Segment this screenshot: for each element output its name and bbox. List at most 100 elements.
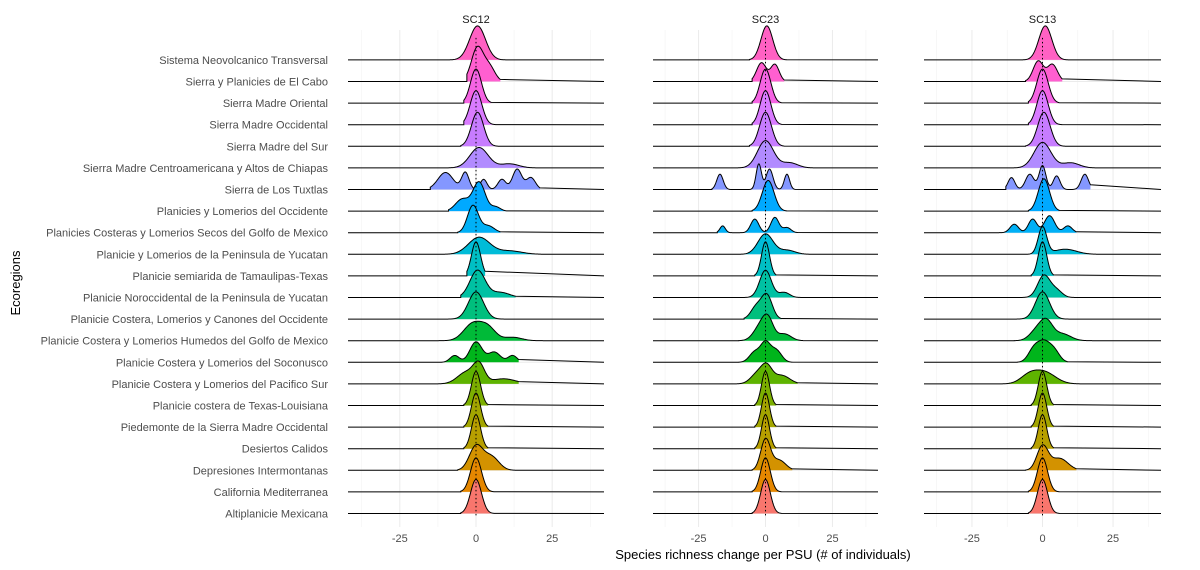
ecoregion-label: Altiplanicie Mexicana <box>225 509 329 521</box>
density-outline <box>653 62 879 82</box>
density-outline <box>348 478 605 514</box>
ecoregion-label: Planicie costera de Texas-Louisiana <box>153 401 329 413</box>
density-outline <box>348 45 605 82</box>
density-outline <box>924 215 1162 234</box>
x-tick-label: 0 <box>1039 533 1045 545</box>
density-ridge <box>752 180 787 212</box>
density-ridge <box>460 112 501 147</box>
ecoregion-label: Piedemonte de la Sierra Madre Occidental <box>121 422 328 434</box>
density-outline <box>924 274 1161 298</box>
density-ridge <box>738 314 803 341</box>
density-outline <box>924 291 1161 320</box>
density-ridge <box>427 360 519 384</box>
density-outline <box>348 204 605 234</box>
density-outline <box>653 90 879 126</box>
density-ridge <box>460 270 516 298</box>
ecoregion-label: Planicie semiarida de Tamaulipas-Texas <box>133 271 329 283</box>
ecoregion-label: Planicie Costera y Lomerios Humedos del … <box>41 336 328 348</box>
density-outline <box>348 168 605 190</box>
density-outline <box>924 68 1162 104</box>
density-outline <box>924 164 1162 190</box>
x-tick-label: -25 <box>964 533 980 545</box>
ecoregion-label: Planicies y Lomerios del Occidente <box>157 206 328 218</box>
density-outline <box>924 111 1162 147</box>
density-outline <box>924 392 1162 428</box>
density-ridge <box>1019 25 1077 60</box>
x-tick-label: 0 <box>762 533 768 545</box>
density-outline <box>653 370 879 406</box>
panel-sc13: -25 0 25 SC13 <box>924 14 1162 545</box>
density-outline <box>348 320 604 342</box>
ecoregion-label: Depresiones Intermontanas <box>193 465 329 477</box>
density-outline <box>653 392 879 428</box>
density-ridge <box>744 293 782 320</box>
density-ridge <box>1031 371 1054 406</box>
density-outline <box>653 292 879 320</box>
density-outline <box>653 457 879 493</box>
ecoregion-label: Sierra y Planicies de El Cabo <box>186 77 328 89</box>
density-outline <box>653 478 879 514</box>
density-outline <box>653 269 879 298</box>
density-ridge <box>754 371 777 406</box>
density-ridge <box>717 217 798 233</box>
density-ridge <box>1028 178 1060 212</box>
density-outline <box>924 60 1162 82</box>
density-outline <box>653 179 879 212</box>
x-tick-label: -25 <box>691 533 707 545</box>
density-ridge <box>463 371 489 406</box>
density-outline <box>924 90 1162 126</box>
density-ridge <box>457 205 501 233</box>
density-ridge <box>463 414 489 449</box>
density-outline <box>924 225 1161 255</box>
density-outline <box>653 140 878 169</box>
density-ridge <box>749 112 785 147</box>
density-outline <box>924 370 1162 406</box>
density-outline <box>348 457 605 493</box>
ecoregion-label: Planicie Costera y Lomerios del Pacifico… <box>112 379 329 391</box>
density-outline <box>348 392 605 428</box>
panel-title: SC13 <box>1029 14 1057 26</box>
panel-sc12: -25 0 25 SC12 <box>348 14 605 545</box>
ecoregion-label: California Mediterranea <box>214 487 329 499</box>
ecoregion-label: Sierra de Los Tuxtlas <box>225 185 329 197</box>
density-outline <box>924 317 1162 342</box>
density-outline <box>653 313 879 342</box>
density-outline <box>924 478 1162 514</box>
density-outline <box>348 68 605 104</box>
ecoregion-label: Sierra Madre del Sur <box>227 141 329 153</box>
ecoregion-label: Planicie Costera y Lomerios del Soconusc… <box>116 357 328 369</box>
density-outline <box>924 25 1161 61</box>
panel-title: SC23 <box>752 14 780 26</box>
density-outline <box>348 25 604 61</box>
density-outline <box>924 457 1162 493</box>
x-tick-label: 0 <box>473 533 479 545</box>
ecoregion-label: Planicie Costera, Lomerios y Canones del… <box>71 314 328 326</box>
density-outline <box>653 233 878 255</box>
density-ridge <box>1014 318 1094 341</box>
density-ridge <box>1025 112 1066 147</box>
ecoregion-label: Sierra Madre Occidental <box>209 120 328 132</box>
density-outline <box>924 444 1162 471</box>
x-tick-label: -25 <box>392 533 408 545</box>
density-ridge <box>448 181 507 212</box>
density-outline <box>653 216 879 234</box>
density-outline <box>348 360 605 385</box>
density-ridge <box>421 321 553 341</box>
density-ridge <box>463 69 492 104</box>
density-ridge <box>752 479 782 514</box>
density-outline <box>653 340 879 363</box>
density-ridge <box>460 479 495 514</box>
ecoregion-label: Sierra Madre Oriental <box>223 98 328 110</box>
density-ridge <box>1008 142 1111 168</box>
density-outline <box>348 269 605 298</box>
density-ridge <box>1031 414 1054 449</box>
y-axis-title: Ecoregions <box>8 250 23 316</box>
density-outline <box>348 236 605 255</box>
density-ridge <box>754 414 777 449</box>
density-outline <box>348 341 605 363</box>
ecoregion-label: Desiertos Calidos <box>242 444 329 456</box>
ecoregion-labels: Sistema Neovolcanico Transversal Sierra y… <box>41 55 329 521</box>
density-ridge <box>752 457 782 492</box>
panel-title: SC12 <box>462 14 490 26</box>
